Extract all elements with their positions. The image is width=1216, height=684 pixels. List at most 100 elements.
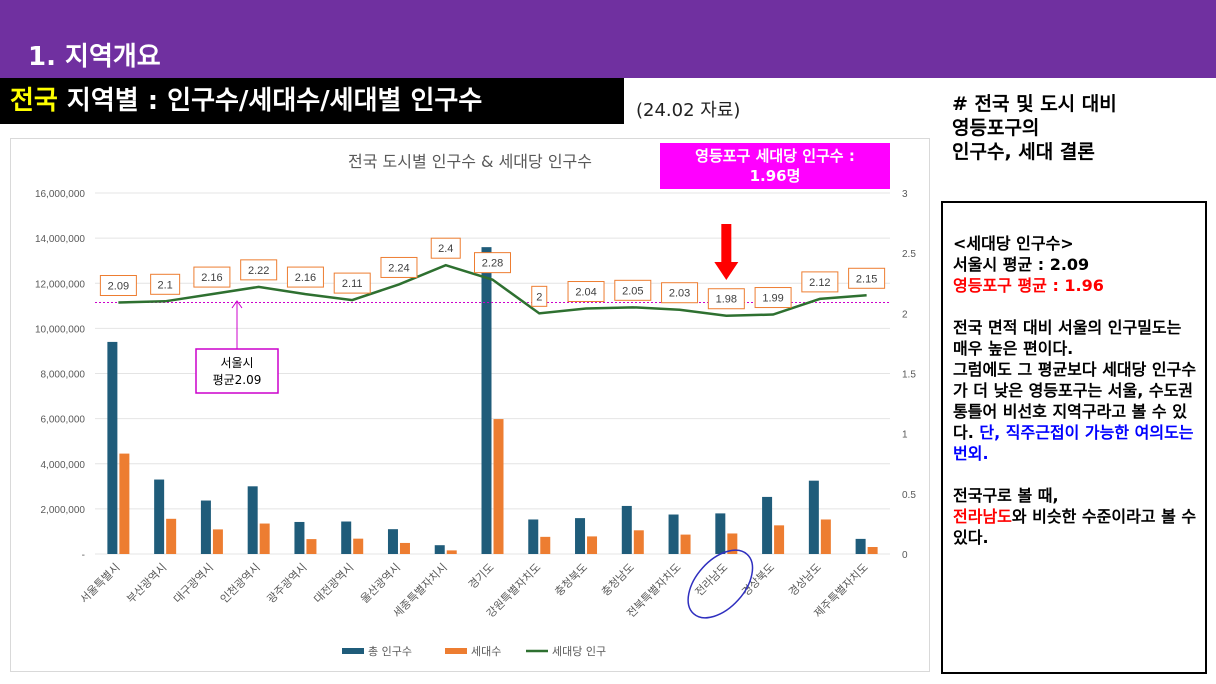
ydp-callout-line2: 1.96명: [749, 167, 801, 185]
y-left-tick-label: 14,000,000: [35, 234, 85, 245]
notes-box: <세대당 인구수> 서울시 평균 : 2.09 영등포구 평균 : 1.96 전…: [941, 201, 1207, 674]
data-label: 2.24: [388, 262, 409, 274]
bar-households: [867, 547, 878, 554]
y-right-tick-label: 0: [902, 550, 908, 561]
data-label-box: [333, 272, 371, 294]
y-left-tick-label: 10,000,000: [35, 324, 85, 335]
data-label-box: [848, 267, 886, 289]
y-left-tick-label: 4,000,000: [41, 460, 86, 471]
top-banner: [0, 0, 1216, 78]
x-category-label: 광주광역시: [265, 561, 310, 606]
x-category-label: 경상북도: [739, 561, 777, 599]
bar-total-population: [434, 545, 445, 554]
conclusion-heading-line3: 인구수, 세대 결론: [952, 141, 1095, 163]
legend-label: 세대당 인구: [552, 645, 606, 658]
bar-households: [727, 533, 738, 554]
x-category-label: 충청북도: [552, 561, 590, 599]
bar-total-population: [528, 519, 539, 554]
notes-para3-text: 와 비슷한 수준이라고 볼 수 있다.: [953, 507, 1197, 547]
notes-para2-blue: 단, 직주근접이 가능한 여의도는 번외.: [953, 423, 1194, 463]
data-label: 2.28: [482, 258, 503, 270]
data-label-box: [661, 282, 699, 304]
bar-total-population: [387, 529, 398, 554]
y-right-tick-label: 3: [902, 189, 908, 200]
notes-ydp-avg: 영등포구 평균 : 1.96: [953, 276, 1104, 295]
bar-households: [680, 534, 691, 554]
data-label-box: [430, 237, 461, 259]
slide-title-rest: 지역별 : 인구수/세대수/세대별 인구수: [57, 86, 483, 116]
data-label-box: [240, 259, 278, 281]
bar-total-population: [247, 486, 258, 554]
section-title: 1. 지역개요: [28, 42, 161, 72]
x-category-label: 경기도: [466, 561, 497, 592]
population-chart: - 2,000,000 4,000,000 6,000,000 8,000,000 10,…: [35, 152, 916, 658]
notes-para3a: 전국구로 볼 때,: [953, 486, 1059, 505]
data-label: 2.12: [809, 277, 830, 289]
data-label-box: [801, 271, 839, 293]
y-left-tick-label: 16,000,000: [35, 189, 85, 200]
y-left-tick-label: 2,000,000: [41, 505, 86, 516]
bar-total-population: [715, 513, 726, 554]
annotation-line2: 평균2.09: [213, 373, 262, 387]
legend-swatch: [342, 648, 364, 654]
ydp-callout: 영등포구 세대당 인구수 : 1.96명: [660, 143, 890, 189]
legend-swatch: [445, 648, 467, 654]
notes-para2: 그럼에도 그 평균보다 세대당 인구수가 더 낮은 영등포구는 서울, 수도권 …: [953, 359, 1197, 464]
slide-title-highlight: 전국: [10, 86, 58, 116]
notes-heading: <세대당 인구수>: [953, 234, 1074, 253]
y-right-tick-label: 0.5: [902, 490, 916, 501]
x-category-label: 대전광역시: [311, 561, 356, 606]
data-label-box: [707, 288, 745, 310]
bar-total-population: [621, 505, 632, 554]
bar-total-population: [575, 518, 586, 554]
bar-total-population: [481, 247, 492, 554]
y-left-tick-label: 6,000,000: [41, 415, 86, 426]
bar-total-population: [294, 521, 305, 554]
data-label: 2.16: [295, 272, 316, 284]
x-category-label: 전라남도: [693, 561, 731, 599]
notes-seoul-avg: 서울시 평균 : 2.09: [953, 255, 1090, 274]
highlight-ellipse: [687, 549, 754, 619]
chart-title: 전국 도시별 인구수 & 세대당 인구수: [348, 152, 592, 171]
data-label-box: [380, 256, 418, 278]
notes-para2-text: 그럼에도 그 평균보다 세대당 인구수가 더 낮은 영등포구는 서울, 수도권 …: [953, 360, 1197, 442]
annotation-box: [195, 348, 279, 394]
y-left-tick-label: 12,000,000: [35, 279, 85, 290]
bar-households: [259, 523, 270, 554]
x-category-label: 서울특별시: [78, 561, 123, 606]
data-label: 2: [536, 291, 542, 303]
bar-households: [446, 550, 457, 554]
bar-total-population: [341, 521, 352, 554]
bar-households: [166, 518, 177, 554]
bar-households: [540, 536, 551, 554]
bar-households: [399, 542, 410, 554]
x-category-label: 울산광역시: [358, 561, 403, 606]
ydp-callout-line1: 영등포구 세대당 인구수 :: [695, 147, 855, 165]
bar-households: [493, 419, 504, 554]
data-label-box: [286, 266, 324, 288]
y-left-tick-label: 8,000,000: [41, 370, 86, 381]
y-right-tick-label: 1: [902, 430, 908, 441]
data-label-box: [567, 281, 605, 303]
bar-households: [212, 529, 223, 554]
data-label-box: [754, 287, 792, 309]
data-label-box: [531, 285, 548, 307]
data-label: 2.11: [342, 278, 363, 290]
data-label: 2.15: [856, 273, 877, 285]
bar-households: [587, 536, 598, 554]
bar-households: [119, 453, 130, 554]
line-per-household: [118, 263, 867, 317]
bar-total-population: [668, 514, 679, 554]
data-label: 2.1: [157, 279, 172, 291]
conclusion-heading-line1: # 전국 및 도시 대비: [952, 93, 1117, 115]
data-label-box: [614, 279, 652, 301]
x-category-label: 경상남도: [786, 561, 824, 599]
data-label-box: [150, 273, 181, 295]
notes-para3-red: 전라남도: [953, 507, 1012, 526]
bar-households: [633, 530, 644, 554]
slide-title: 전국 지역별 : 인구수/세대수/세대별 인구수: [0, 78, 624, 124]
bar-total-population: [762, 496, 773, 554]
red-down-arrow: [714, 224, 739, 280]
notes-para1: 전국 면적 대비 서울의 인구밀도는 매우 높은 편이다.: [953, 318, 1182, 358]
bar-total-population: [855, 538, 866, 554]
